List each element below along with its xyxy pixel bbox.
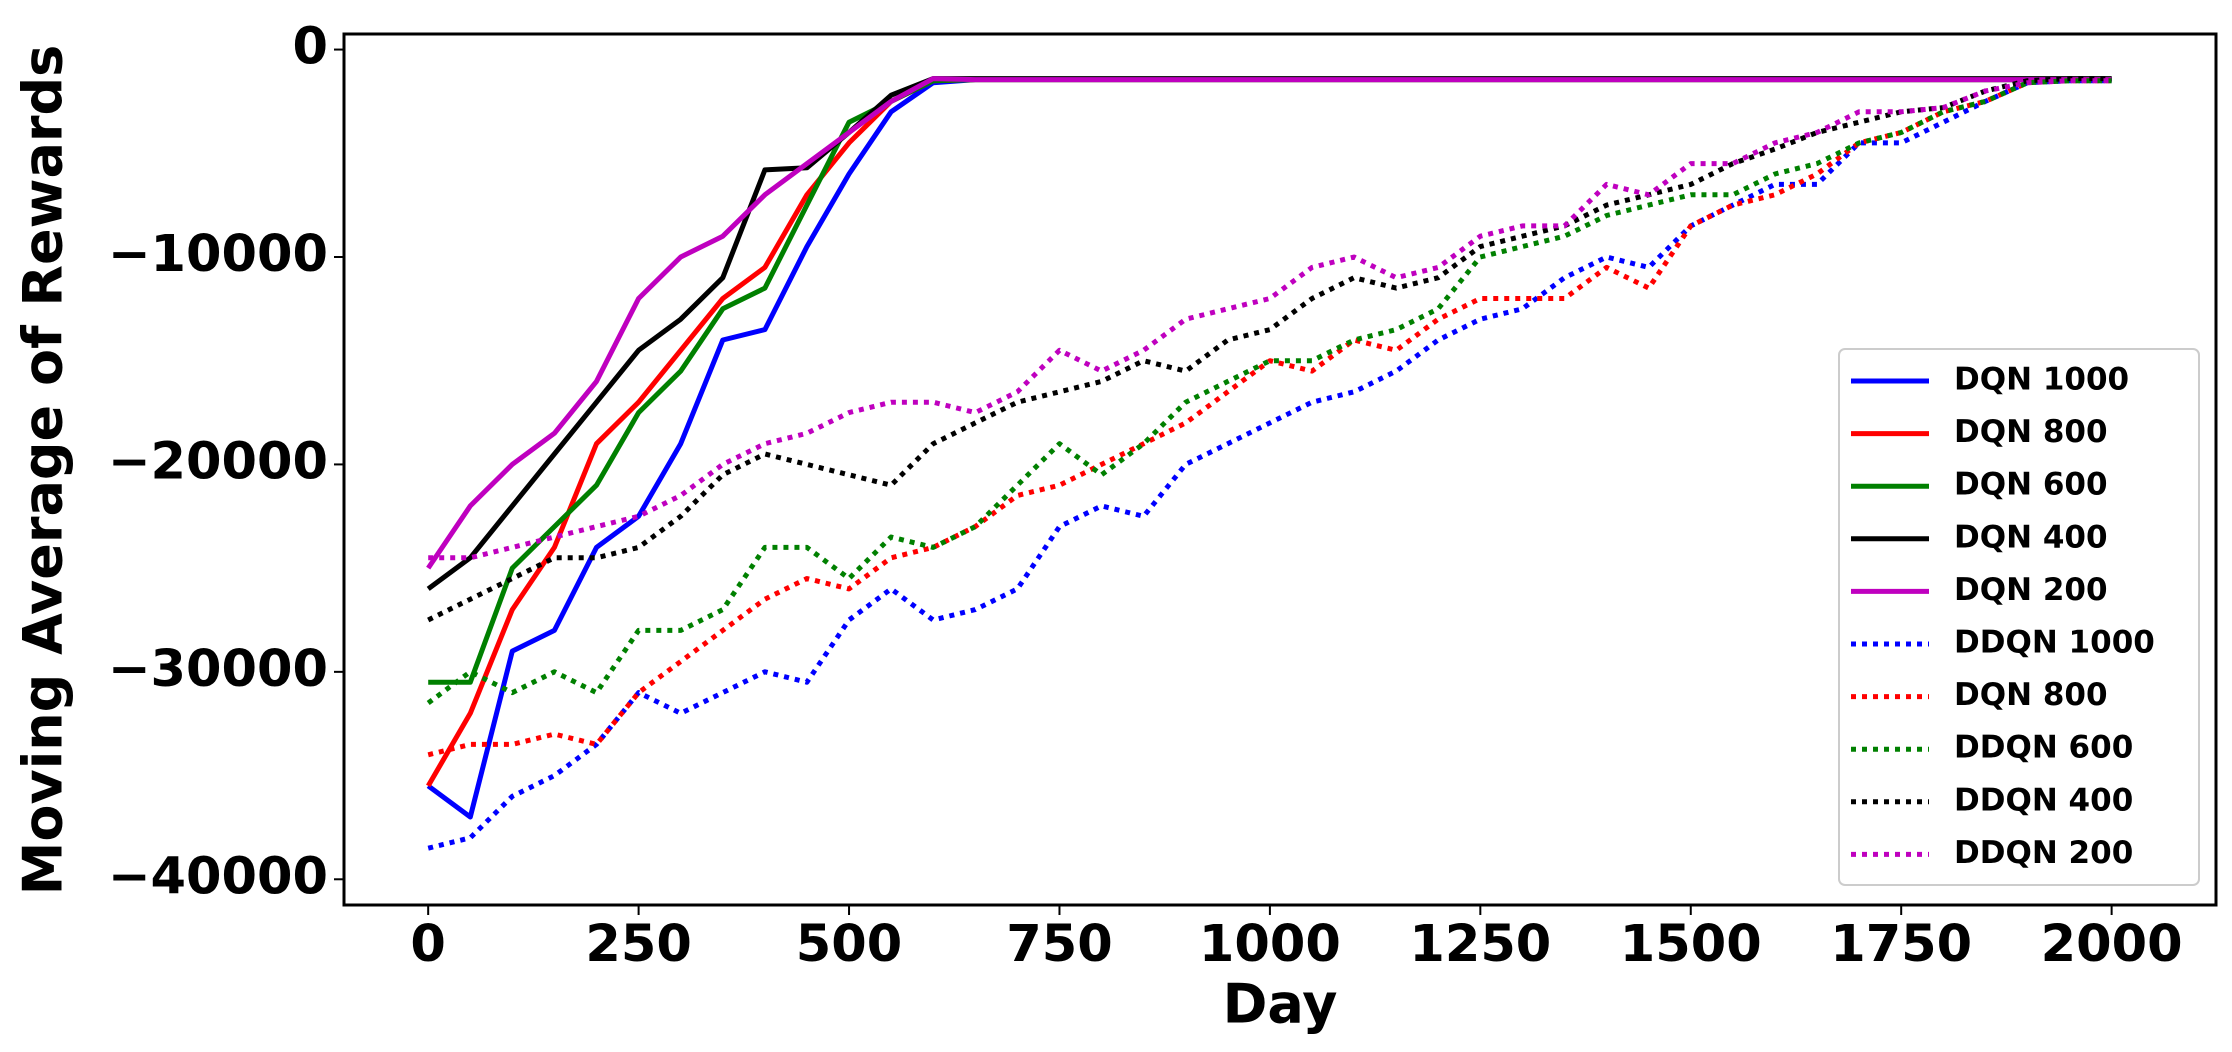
series-line [428, 78, 2112, 561]
series-line [427, 78, 2112, 851]
series-line [426, 76, 2112, 570]
x-tick-label: 750 [1006, 915, 1112, 974]
y-tick-label: −30000 [108, 640, 328, 699]
legend-label: DQN 800 [1954, 677, 2108, 713]
legend-label: DQN 600 [1954, 467, 2108, 503]
y-tick-label: 0 [293, 18, 329, 77]
y-axis-label: Moving Average of Rewards [12, 45, 75, 896]
series-line [427, 78, 2112, 758]
x-tick-label: 1500 [1620, 915, 1762, 974]
x-tick-label: 1750 [1830, 915, 1972, 974]
legend-label: DQN 800 [1954, 414, 2108, 450]
legend-label: DQN 200 [1954, 572, 2108, 608]
legend-label: DDQN 200 [1954, 835, 2133, 871]
x-tick-label: 500 [796, 915, 902, 974]
legend-label: DDQN 1000 [1954, 625, 2155, 661]
legend-label: DDQN 400 [1954, 782, 2133, 818]
y-tick-label: −40000 [108, 847, 328, 906]
legend-label: DQN 400 [1954, 519, 2108, 555]
x-tick-label: 2000 [2041, 915, 2183, 974]
x-tick-label: 0 [410, 915, 446, 974]
plot-frame [342, 32, 2218, 907]
y-tick-label: −10000 [108, 225, 328, 284]
x-tick-label: 1250 [1409, 915, 1551, 974]
legend-label: DDQN 600 [1954, 730, 2133, 766]
y-tick-label: −20000 [108, 432, 328, 491]
legend-label: DQN 1000 [1954, 362, 2129, 398]
x-tick-label: 250 [585, 915, 691, 974]
x-tick-label: 1000 [1199, 915, 1341, 974]
series-line [426, 78, 2112, 706]
x-axis-label: Day [1223, 973, 1338, 1036]
